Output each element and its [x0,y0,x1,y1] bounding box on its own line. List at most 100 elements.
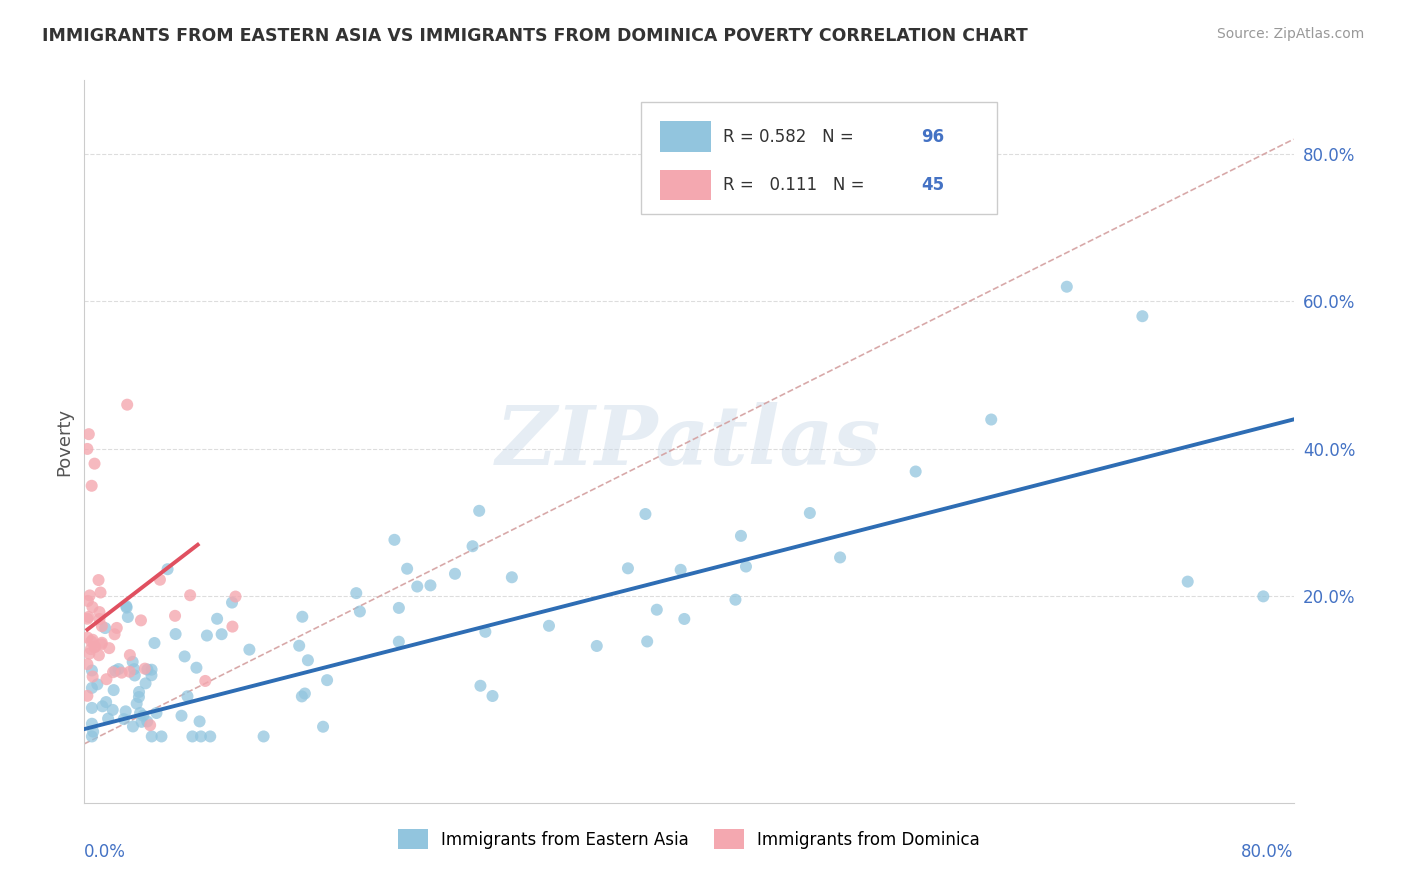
Point [724,592,747,607]
Point [83,457,105,471]
Point [98,641,121,656]
Point [76,631,98,645]
Point [122,662,145,676]
Point [384,533,406,547]
Point [143,636,166,650]
Point [176,690,198,704]
Point [80,479,103,493]
Text: R =   0.111   N =: R = 0.111 N = [723,176,869,194]
Point [470,679,492,693]
Point [112,712,135,726]
Point [312,720,335,734]
Point [634,507,657,521]
Y-axis label: Poverty: Poverty [55,408,73,475]
Point [131,714,153,729]
Point [94,695,117,709]
Point [141,663,163,677]
Point [170,708,193,723]
Point [252,730,274,744]
Text: 45: 45 [921,176,945,194]
Point [80,716,103,731]
Point [344,586,367,600]
Point [80,642,103,657]
Point [461,539,484,553]
Point [468,504,491,518]
Point [388,634,411,648]
Point [103,683,125,698]
Point [115,599,138,614]
Point [89,605,111,619]
Point [77,427,100,442]
Point [188,714,211,729]
Point [238,642,260,657]
Text: 0.0%: 0.0% [84,843,127,861]
Point [101,703,124,717]
Point [96,672,118,686]
Point [80,664,103,678]
Text: Source: ZipAtlas.com: Source: ZipAtlas.com [1216,27,1364,41]
Point [89,585,111,599]
Point [190,730,212,744]
Text: ZIPatlas: ZIPatlas [496,401,882,482]
Point [141,668,163,682]
Point [105,621,128,635]
Point [128,690,150,704]
Point [129,613,152,627]
Point [980,412,1002,426]
Point [205,612,228,626]
Point [173,649,195,664]
Point [136,663,159,677]
Point [83,640,105,654]
Point [129,706,152,720]
Point [501,570,523,584]
Point [211,627,233,641]
Point [1177,574,1199,589]
Point [585,639,607,653]
Point [134,662,156,676]
Point [80,701,103,715]
Point [101,665,124,680]
Point [104,664,127,678]
Point [396,562,419,576]
Point [150,730,173,744]
Point [406,580,429,594]
Point [645,603,668,617]
Point [82,632,104,647]
Text: 96: 96 [921,128,945,145]
Point [349,604,371,618]
Point [94,621,117,635]
Point [735,559,758,574]
Point [76,612,98,626]
Point [673,612,696,626]
Point [82,669,104,683]
Point [617,561,640,575]
Point [316,673,339,688]
Point [122,719,145,733]
Point [90,637,112,651]
Point [89,612,111,626]
Point [121,655,143,669]
Point [179,588,201,602]
Point [288,639,311,653]
Point [90,619,112,633]
Point [291,609,314,624]
Point [111,665,134,680]
Point [149,573,172,587]
Point [84,640,107,654]
Point [114,704,136,718]
Point [225,590,247,604]
Point [139,718,162,732]
Point [297,653,319,667]
Point [82,600,104,615]
Point [669,563,692,577]
Point [444,566,467,581]
Point [419,578,441,592]
Point [474,624,496,639]
Text: R = 0.582   N =: R = 0.582 N = [723,128,859,145]
Point [91,699,114,714]
Point [1253,590,1275,604]
Point [115,600,138,615]
Point [136,714,159,729]
Point [830,550,852,565]
Point [221,619,243,633]
